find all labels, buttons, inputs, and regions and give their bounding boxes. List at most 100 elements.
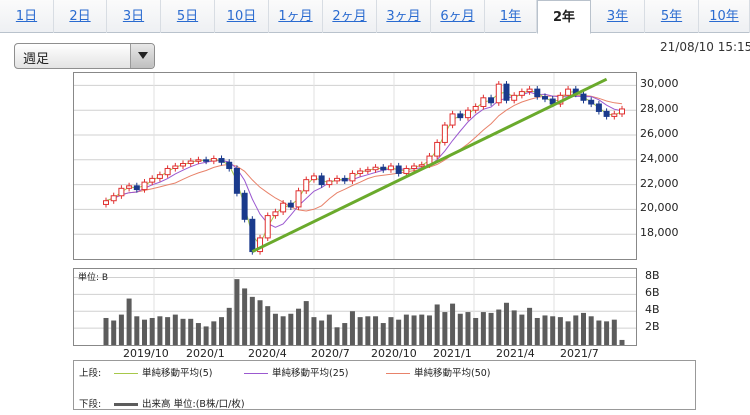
xaxis-tick-label: 2021/4 xyxy=(496,347,535,360)
xaxis-tick-label: 2021/7 xyxy=(560,347,599,360)
candle-body xyxy=(441,124,448,143)
legend-label-ma5: 単純移動平均(5) xyxy=(142,368,213,379)
candle-body xyxy=(303,179,310,192)
price-ytick-label: 24,000 xyxy=(640,151,679,165)
volume-ytick-label: 4B xyxy=(645,303,660,317)
candle-body xyxy=(141,181,148,191)
legend-item-ma5: 単純移動平均(5) xyxy=(114,365,212,379)
price-chart-panel xyxy=(73,72,637,260)
tab-period-9[interactable]: 6ヶ月 xyxy=(431,0,485,33)
candle-body xyxy=(118,187,125,197)
legend-swatch-ma50 xyxy=(386,373,410,374)
candle-body xyxy=(233,167,240,194)
tab-period-4[interactable]: 5日 xyxy=(161,0,215,33)
volume-bar xyxy=(550,316,556,345)
candle-body xyxy=(603,110,610,117)
last-updated-timestamp: 21/08/10 15:15 xyxy=(660,40,750,54)
tab-period-8[interactable]: 3ヶ月 xyxy=(377,0,431,33)
candle-body xyxy=(611,113,618,117)
tab-period-5[interactable]: 10日 xyxy=(215,0,269,33)
candle-body xyxy=(326,180,333,186)
tab-period-2[interactable]: 2日 xyxy=(54,0,107,33)
legend-swatch-ma25 xyxy=(244,373,268,374)
candle-body xyxy=(295,190,302,208)
candle-body xyxy=(511,94,518,101)
volume-bar xyxy=(249,296,255,345)
price-ytick-label: 22,000 xyxy=(640,176,679,190)
tab-period-1[interactable]: 1日 xyxy=(0,0,54,33)
volume-bar xyxy=(442,312,448,345)
volume-bar xyxy=(434,304,440,345)
candle-body xyxy=(249,218,256,253)
candle-body xyxy=(380,166,387,171)
candle-body xyxy=(218,158,225,163)
candle-body xyxy=(172,165,179,169)
volume-bar xyxy=(280,316,286,345)
tab-period-13[interactable]: 5年 xyxy=(645,0,699,33)
volume-bar xyxy=(242,288,248,345)
volume-bar xyxy=(542,315,548,345)
volume-bar xyxy=(157,316,163,345)
candle-body xyxy=(203,159,210,162)
legend-swatch-ma5 xyxy=(114,373,138,374)
volume-bar xyxy=(265,306,271,345)
candle-body xyxy=(418,164,425,167)
candle-body xyxy=(595,103,602,112)
tab-period-11[interactable]: 2年 xyxy=(537,0,591,34)
candle-body xyxy=(534,88,541,98)
volume-bar xyxy=(396,319,402,345)
volume-bar xyxy=(619,339,625,345)
tab-period-3[interactable]: 3日 xyxy=(107,0,161,33)
xaxis-tick-label: 2020/4 xyxy=(248,347,287,360)
tab-period-10[interactable]: 1年 xyxy=(485,0,537,33)
legend-item-ma25: 単純移動平均(25) xyxy=(244,365,349,379)
candle-body xyxy=(434,141,441,157)
tab-period-12[interactable]: 3年 xyxy=(591,0,645,33)
xaxis-tick-label: 2020/1 xyxy=(186,347,225,360)
chart-legend: 上段: 単純移動平均(5) 単純移動平均(25) 単純移動平均(50) 下段: … xyxy=(73,360,696,410)
legend-upper-label: 上段: xyxy=(79,368,102,379)
volume-bar xyxy=(457,313,463,345)
volume-bar xyxy=(557,317,563,345)
price-ytick-label: 18,000 xyxy=(640,226,679,240)
tab-period-14[interactable]: 10年 xyxy=(699,0,750,33)
price-ytick-label: 28,000 xyxy=(640,102,679,116)
xaxis-tick-label: 2020/10 xyxy=(371,347,417,360)
dropdown-arrow[interactable] xyxy=(130,44,154,68)
legend-label-ma25: 単純移動平均(25) xyxy=(272,368,349,379)
volume-bar xyxy=(511,310,517,345)
volume-bar xyxy=(257,300,263,345)
volume-bar xyxy=(111,320,117,345)
candle-body xyxy=(411,165,418,169)
volume-bar xyxy=(473,317,479,345)
volume-bar xyxy=(149,317,155,345)
trendline xyxy=(251,77,608,253)
volume-bar xyxy=(419,314,425,345)
volume-bar xyxy=(311,317,317,345)
candle-body xyxy=(226,161,233,169)
legend-label-volume: 出来高 単位:(B株/口/枚) xyxy=(142,399,245,410)
volume-bar xyxy=(604,321,610,345)
candle-body xyxy=(149,177,156,183)
tab-period-6[interactable]: 1ヶ月 xyxy=(269,0,323,33)
candle-body xyxy=(395,165,402,174)
ma50-line xyxy=(105,93,623,212)
volume-bar xyxy=(142,319,148,345)
xaxis-tick-label: 2021/1 xyxy=(433,347,472,360)
legend-swatch-volume xyxy=(114,403,138,406)
volume-bar xyxy=(303,301,309,345)
tab-period-7[interactable]: 2ヶ月 xyxy=(323,0,377,33)
volume-bar xyxy=(388,317,394,345)
volume-bar xyxy=(365,316,371,345)
candle-body xyxy=(457,113,464,119)
candle-body xyxy=(195,159,202,162)
volume-bar xyxy=(126,298,132,345)
candle-body xyxy=(503,83,510,101)
candle-body xyxy=(210,158,217,162)
volume-bar xyxy=(411,315,417,345)
chart-period-select[interactable]: 週足 xyxy=(14,43,155,69)
candle-body xyxy=(495,83,502,104)
volume-bar xyxy=(480,312,486,345)
volume-bar xyxy=(219,317,225,345)
candle-body xyxy=(526,88,533,93)
